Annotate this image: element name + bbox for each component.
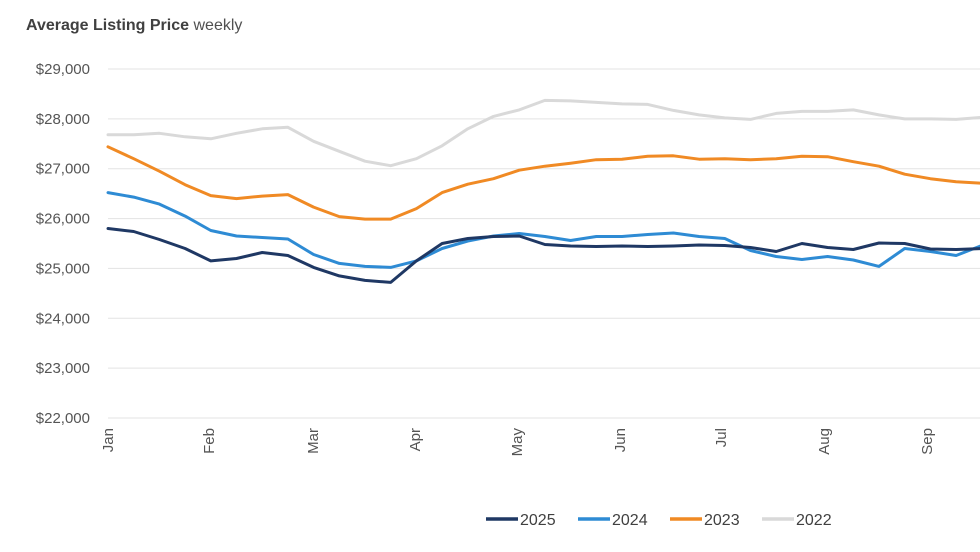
y-tick-label: $22,000 bbox=[36, 410, 90, 427]
legend-label: 2022 bbox=[796, 512, 832, 529]
legend-item-2025: 2025 bbox=[486, 512, 556, 529]
legend-label: 2025 bbox=[520, 512, 556, 529]
legend-item-2024: 2024 bbox=[578, 512, 648, 529]
y-tick-label: $28,000 bbox=[36, 111, 90, 128]
x-tick-label: Jul bbox=[713, 428, 730, 447]
y-tick-label: $26,000 bbox=[36, 211, 90, 228]
series-line-2022 bbox=[106, 98, 980, 168]
x-tick-label: Aug bbox=[816, 428, 833, 455]
x-tick-label: May bbox=[509, 428, 526, 457]
chart-title-text: Average Listing Price bbox=[26, 17, 190, 34]
series-line-2023 bbox=[106, 145, 980, 221]
legend-label: 2023 bbox=[704, 512, 740, 529]
y-tick-label: $23,000 bbox=[36, 360, 90, 377]
x-tick-label: Jan bbox=[100, 428, 117, 452]
x-tick-label: Feb bbox=[201, 428, 218, 454]
legend-item-2022: 2022 bbox=[762, 512, 832, 529]
y-tick-label: $29,000 bbox=[36, 61, 90, 78]
x-tick-label: Jun bbox=[612, 428, 629, 452]
y-tick-label: $25,000 bbox=[36, 260, 90, 277]
chart-title: Average Listing Price weekly bbox=[26, 17, 242, 35]
gridlines bbox=[108, 68, 980, 419]
series-lines bbox=[106, 98, 980, 284]
y-axis-tick-labels: $22,000 $23,000 $24,000 $25,000 $26,000 $27,0… bbox=[36, 61, 90, 427]
legend-label: 2024 bbox=[612, 512, 648, 529]
x-axis-tick-labels: Jan Feb Mar Apr May Jun Jul Aug Sep bbox=[100, 428, 936, 457]
chart-subtitle: weekly bbox=[193, 17, 243, 34]
x-tick-label: Apr bbox=[407, 428, 424, 451]
y-tick-label: $27,000 bbox=[36, 161, 90, 178]
legend-item-2023: 2023 bbox=[670, 512, 740, 529]
legend: 2025 2024 2023 2022 bbox=[486, 512, 832, 529]
series-line-2024 bbox=[106, 191, 980, 269]
y-tick-label: $24,000 bbox=[36, 310, 90, 327]
series-line-2025 bbox=[106, 227, 980, 284]
x-tick-label: Mar bbox=[305, 428, 322, 454]
x-tick-label: Sep bbox=[919, 428, 936, 455]
